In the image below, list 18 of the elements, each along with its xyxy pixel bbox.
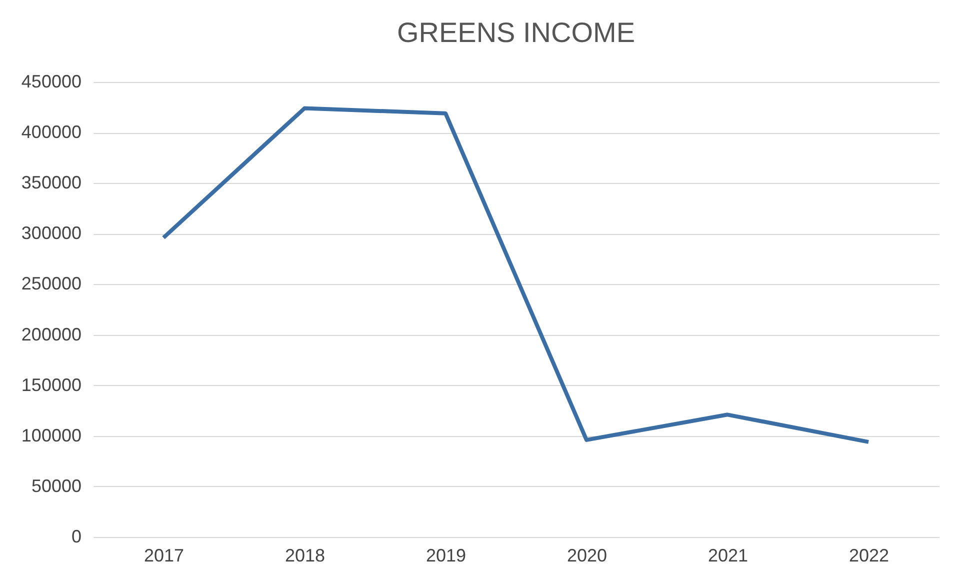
x-tick-label: 2021 [708, 546, 748, 566]
y-tick-label: 250000 [21, 274, 82, 294]
y-tick-label: 100000 [21, 425, 82, 446]
y-tick-label: 150000 [21, 374, 82, 395]
line-series [162, 106, 870, 444]
x-tick-label: 2020 [566, 546, 608, 566]
y-tick-label: 450000 [21, 72, 82, 92]
x-tick-label: 2019 [426, 546, 466, 566]
x-tick-label: 2022 [848, 546, 890, 566]
y-tick-label: 400000 [21, 122, 82, 142]
y-tick-label: 300000 [21, 223, 82, 244]
y-tick-label: 200000 [21, 324, 82, 344]
y-tick-label: 0 [71, 526, 82, 546]
y-tick-label: 50000 [31, 476, 82, 496]
x-tick-label: 2017 [144, 546, 184, 566]
x-tick-label: 2018 [284, 546, 326, 566]
chart-title: GREENS INCOME [396, 17, 636, 48]
y-tick-label: 350000 [21, 172, 82, 193]
